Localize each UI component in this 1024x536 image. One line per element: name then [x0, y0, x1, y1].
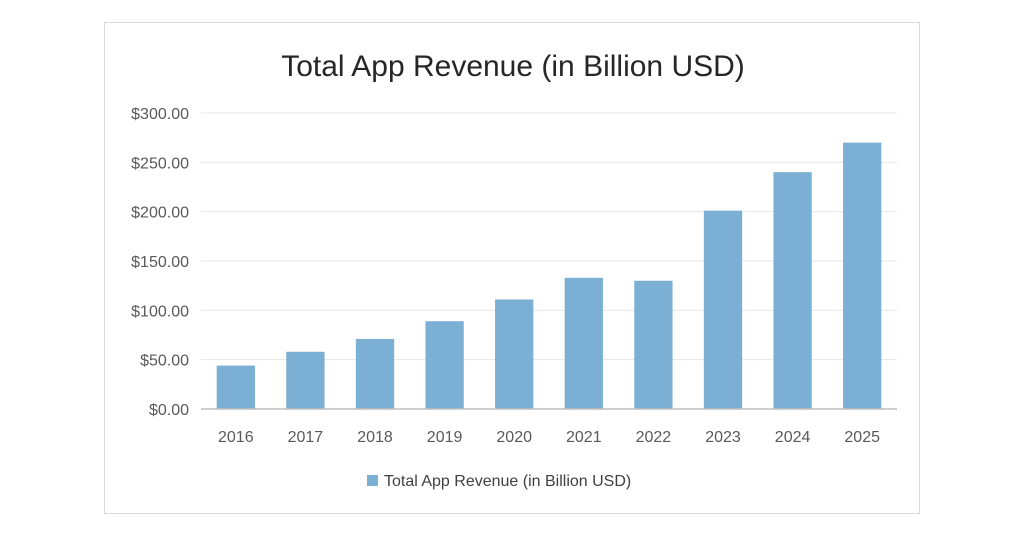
legend-swatch [367, 475, 378, 486]
bar-2019 [425, 321, 464, 409]
bar-2016 [216, 365, 255, 409]
x-tick-label: 2025 [844, 429, 880, 446]
y-axis-tick-labels: $0.00 $50.00 $100.00 $150.00 $200.00 $250.00 $… [131, 106, 189, 419]
x-tick-label: 2017 [288, 429, 324, 446]
y-tick-label: $250.00 [131, 155, 189, 172]
x-tick-label: 2024 [775, 429, 811, 446]
y-tick-label: $0.00 [149, 402, 189, 419]
y-tick-label: $100.00 [131, 303, 189, 320]
x-axis-tick-labels: 2016 2017 2018 2019 2020 2021 2022 2023 2024 2025 [218, 429, 880, 446]
revenue-bar-chart: Total App Revenue (in Billion USD) $0.00… [131, 50, 897, 490]
bar-2018 [355, 338, 395, 409]
x-tick-label: 2016 [218, 429, 254, 446]
chart-title: Total App Revenue (in Billion USD) [281, 50, 745, 83]
x-tick-label: 2020 [496, 429, 532, 446]
bar-2021 [564, 277, 603, 409]
legend-label: Total App Revenue (in Billion USD) [384, 473, 631, 490]
bar-2017 [286, 351, 325, 409]
x-tick-label: 2019 [427, 429, 463, 446]
bar-2020 [495, 299, 534, 409]
legend: Total App Revenue (in Billion USD) [367, 473, 631, 490]
y-tick-label: $50.00 [140, 353, 189, 370]
x-tick-label: 2021 [566, 429, 602, 446]
x-tick-label: 2022 [636, 429, 672, 446]
x-tick-label: 2023 [705, 429, 741, 446]
x-tick-label: 2018 [357, 429, 393, 446]
y-tick-label: $300.00 [131, 106, 189, 123]
bar-2024 [773, 172, 812, 409]
y-tick-label: $150.00 [131, 254, 189, 271]
bar-2022 [634, 280, 673, 409]
y-tick-label: $200.00 [131, 205, 189, 222]
bar-2023 [703, 210, 743, 409]
bar-2025 [843, 142, 882, 409]
bars [216, 142, 882, 409]
chart-frame: Total App Revenue (in Billion USD) $0.00… [104, 22, 920, 514]
